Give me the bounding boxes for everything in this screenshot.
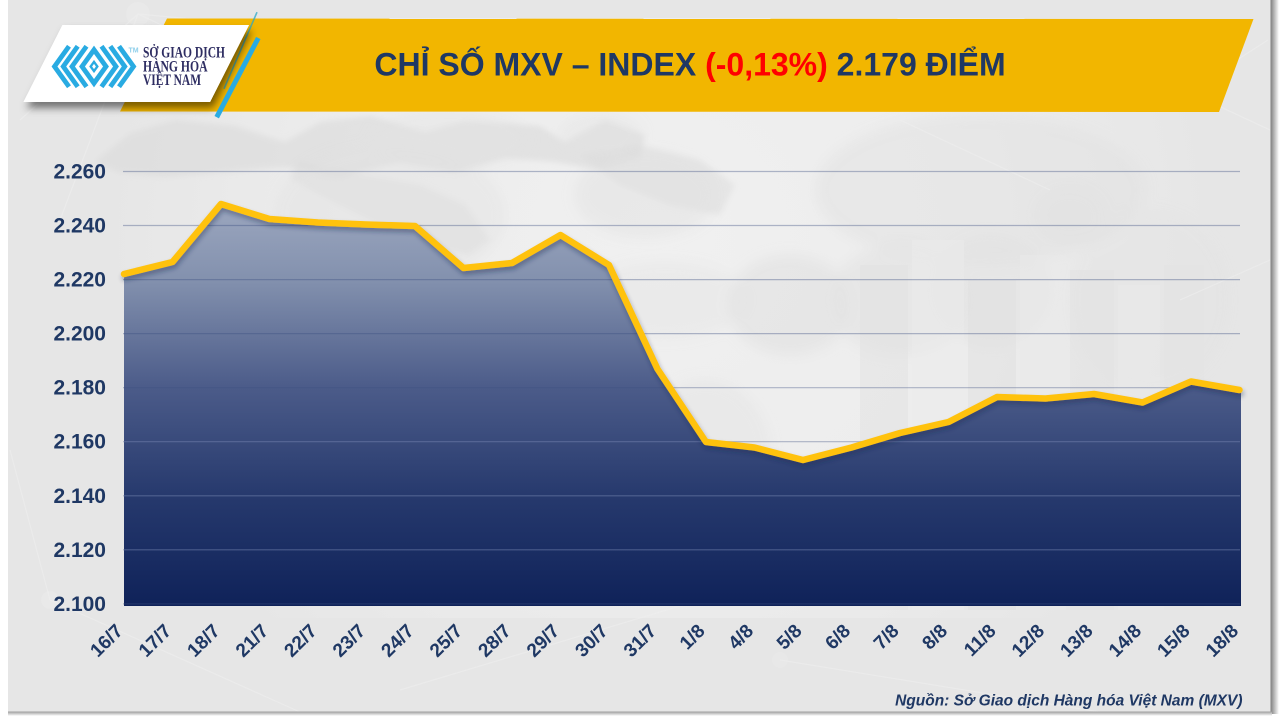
svg-text:2.220: 2.220: [53, 269, 106, 292]
svg-text:2.140: 2.140: [53, 485, 106, 508]
svg-text:2.100: 2.100: [53, 593, 106, 616]
svg-text:TM: TM: [129, 48, 139, 55]
svg-text:HÀNG HÓA: HÀNG HÓA: [143, 59, 208, 76]
svg-text:2.180: 2.180: [53, 377, 106, 400]
svg-text:2.200: 2.200: [53, 323, 106, 346]
svg-text:SỞ GIAO DỊCH: SỞ GIAO DỊCH: [143, 45, 225, 62]
svg-text:2.160: 2.160: [53, 431, 106, 454]
svg-text:2.120: 2.120: [53, 539, 106, 562]
svg-text:2.240: 2.240: [53, 215, 106, 238]
svg-text:Nguồn: Sở Giao dịch Hàng hóa V: Nguồn: Sở Giao dịch Hàng hóa Việt Nam (M…: [895, 693, 1242, 710]
svg-text:2.260: 2.260: [53, 161, 106, 184]
svg-text:VIỆT NAM: VIỆT NAM: [143, 72, 201, 89]
svg-text:CHỈ SỐ MXV – INDEX (-0,13%) 2.: CHỈ SỐ MXV – INDEX (-0,13%) 2.179 ĐIỂM: [374, 47, 1005, 83]
